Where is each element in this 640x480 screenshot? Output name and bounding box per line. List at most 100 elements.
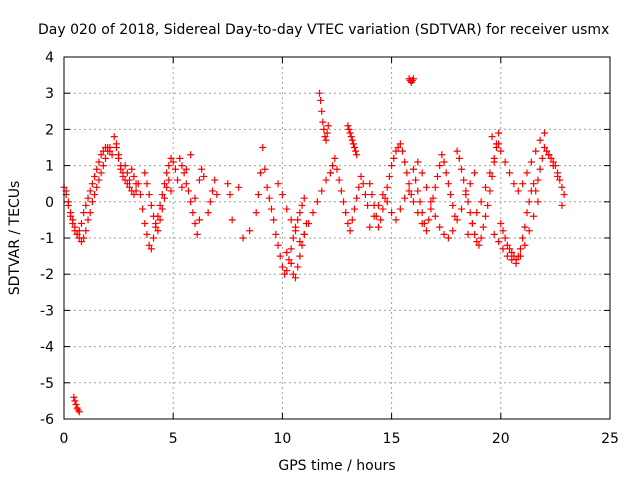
data-point: [224, 180, 232, 188]
data-point: [379, 191, 387, 199]
data-point: [388, 162, 396, 170]
data-point: [115, 154, 123, 162]
data-point: [97, 151, 105, 159]
data-point: [132, 187, 140, 195]
data-point: [326, 169, 334, 177]
data-point: [530, 180, 538, 188]
data-point: [488, 133, 496, 141]
data-point: [88, 198, 96, 206]
data-point: [189, 209, 197, 217]
data-point: [319, 118, 327, 126]
data-point: [440, 158, 448, 166]
data-point: [346, 129, 354, 137]
data-point: [423, 227, 431, 235]
data-point: [287, 216, 295, 224]
data-point: [294, 263, 302, 271]
data-point: [150, 234, 158, 242]
data-point: [158, 205, 166, 213]
data-point: [123, 180, 131, 188]
data-point: [353, 151, 361, 159]
data-point: [536, 136, 544, 144]
data-point: [226, 191, 234, 199]
data-point: [195, 216, 203, 224]
data-point: [501, 234, 509, 242]
data-point: [117, 165, 125, 173]
data-point: [560, 191, 568, 199]
data-point: [556, 176, 564, 184]
data-point: [368, 191, 376, 199]
data-point: [298, 241, 306, 249]
data-point: [150, 212, 158, 220]
data-point: [347, 133, 355, 141]
data-point: [357, 172, 365, 180]
data-point: [283, 248, 291, 256]
data-point: [527, 158, 535, 166]
data-point: [440, 230, 448, 238]
data-point: [503, 252, 511, 260]
data-point: [503, 241, 511, 249]
data-point: [163, 169, 171, 177]
x-axis-label: GPS time / hours: [278, 458, 395, 474]
data-point: [108, 151, 116, 159]
data-point: [451, 212, 459, 220]
data-point: [418, 169, 426, 177]
data-point: [265, 194, 273, 202]
data-point: [453, 216, 461, 224]
data-point: [254, 191, 262, 199]
data-point: [495, 129, 503, 137]
data-point: [370, 212, 378, 220]
data-point: [317, 96, 325, 104]
data-point: [486, 169, 494, 177]
data-point: [123, 169, 131, 177]
data-point: [126, 183, 134, 191]
data-point: [499, 245, 507, 253]
data-point: [296, 238, 304, 246]
y-tick-label: -5: [40, 376, 54, 392]
data-point: [274, 180, 282, 188]
data-point: [348, 216, 356, 224]
data-point: [466, 209, 474, 217]
data-point: [112, 144, 120, 151]
data-point: [283, 267, 291, 275]
data-point: [171, 165, 179, 173]
data-point: [508, 256, 516, 264]
data-point: [318, 187, 326, 195]
data-point: [300, 230, 308, 238]
data-point: [278, 191, 286, 199]
data-point: [429, 194, 437, 202]
data-point: [337, 187, 345, 195]
data-point: [320, 125, 328, 133]
data-point: [344, 122, 352, 130]
data-point: [294, 216, 302, 224]
data-point: [447, 191, 455, 199]
data-point: [361, 191, 369, 199]
data-point: [477, 234, 485, 242]
data-point: [72, 401, 80, 409]
data-point: [128, 165, 136, 173]
data-point: [101, 154, 109, 162]
data-point: [313, 198, 321, 206]
data-point: [261, 165, 269, 173]
data-point: [329, 162, 337, 170]
data-point: [473, 209, 481, 217]
data-point: [259, 144, 267, 151]
data-point: [506, 245, 514, 253]
data-point: [73, 230, 81, 238]
data-point: [331, 154, 339, 162]
data-point: [390, 154, 398, 162]
data-point: [193, 230, 201, 238]
data-point: [70, 393, 78, 401]
data-point: [84, 216, 92, 224]
data-point: [392, 147, 400, 155]
data-point: [523, 209, 531, 217]
data-point: [119, 172, 127, 180]
data-point: [145, 241, 153, 249]
data-point: [126, 176, 134, 184]
data-point: [346, 227, 354, 235]
data-point: [431, 212, 439, 220]
data-point: [82, 227, 90, 235]
data-point: [252, 209, 260, 217]
data-point: [335, 176, 343, 184]
data-point: [147, 201, 155, 209]
data-point: [401, 158, 409, 166]
